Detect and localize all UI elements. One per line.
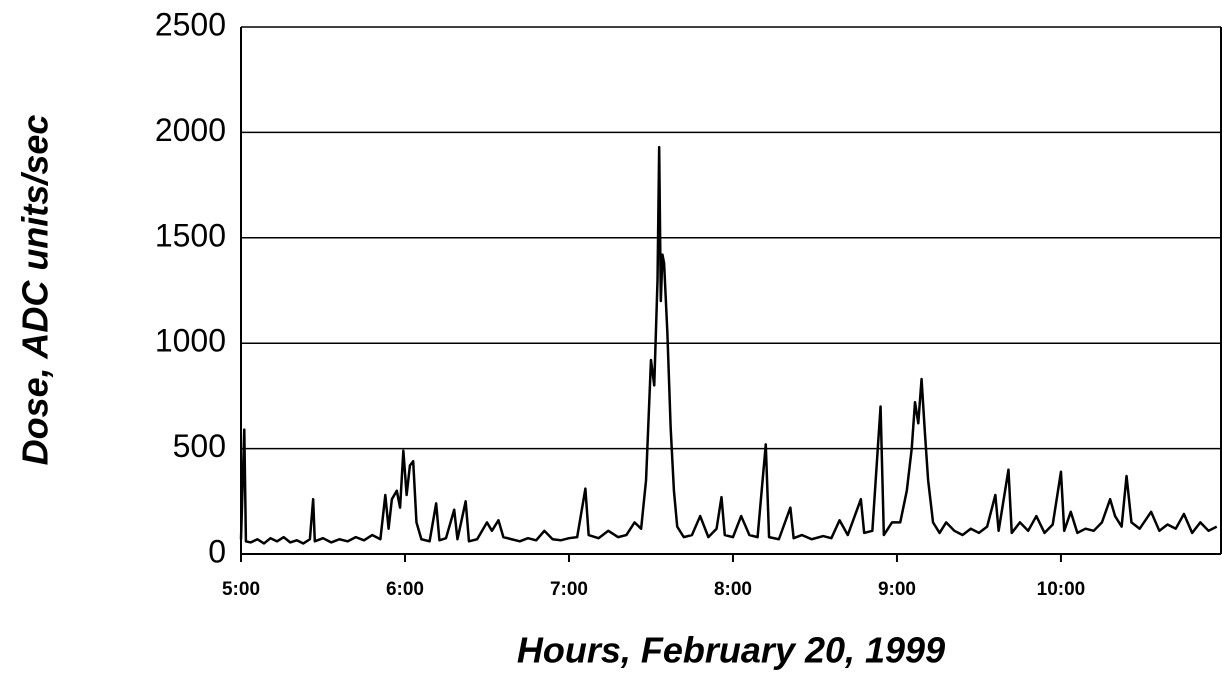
y-tick-label: 500 [173, 428, 226, 464]
y-tick-label: 1000 [155, 323, 226, 359]
y-tick-label: 1500 [155, 217, 226, 253]
x-tick-label: 6:00 [386, 579, 424, 600]
y-tick-label: 2000 [155, 112, 226, 148]
x-tick-label: 5:00 [222, 579, 260, 600]
x-axis-label: Hours, February 20, 1999 [517, 630, 945, 671]
y-tick-label: 0 [208, 533, 226, 569]
x-tick-label: 7:00 [550, 579, 588, 600]
y-axis-label: Dose, ADC units/sec [15, 115, 56, 466]
x-tick-label: 9:00 [878, 579, 916, 600]
x-tick-label: 8:00 [714, 579, 752, 600]
data-line [239, 145, 1218, 545]
y-tick-label: 2500 [155, 6, 226, 42]
x-tick-label: 10:00 [1037, 579, 1086, 600]
